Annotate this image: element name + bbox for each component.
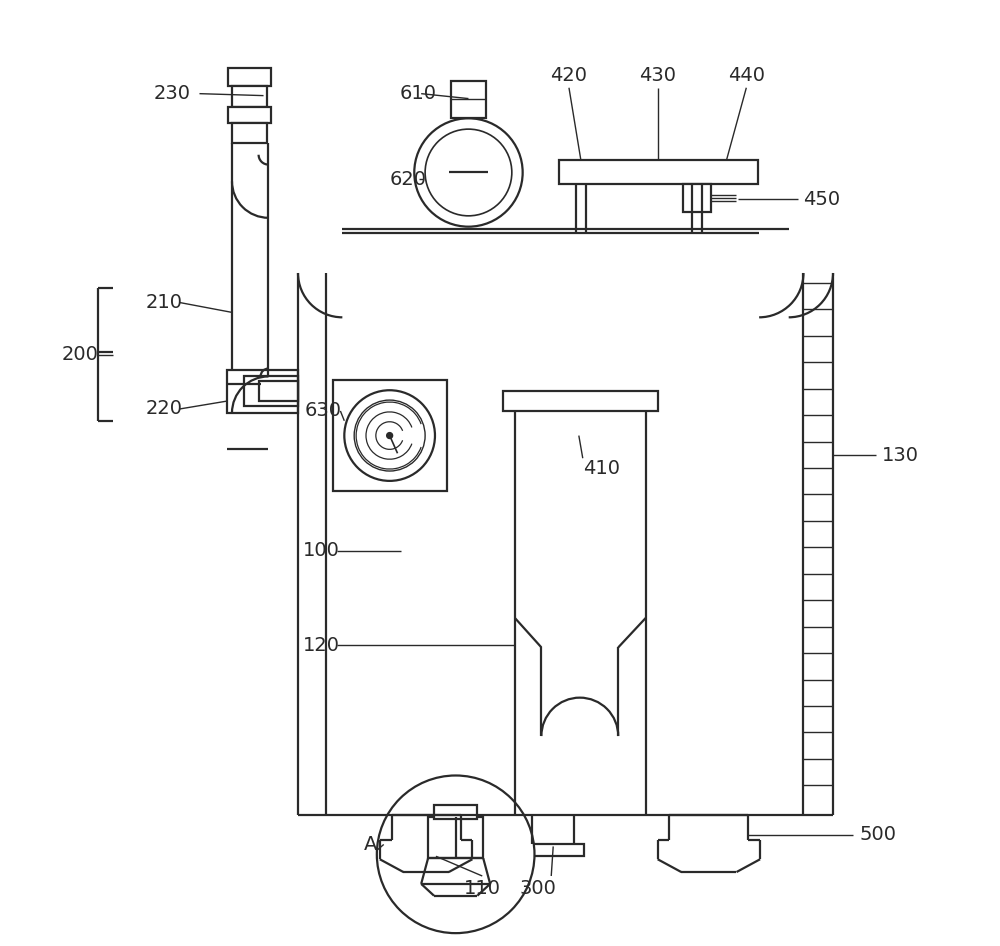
Circle shape (344, 391, 435, 481)
Text: 630: 630 (305, 401, 342, 420)
Circle shape (354, 400, 425, 471)
Bar (244, 377, 298, 406)
Circle shape (377, 776, 534, 933)
Text: 220: 220 (145, 399, 182, 418)
Text: 120: 120 (303, 636, 340, 655)
Text: 130: 130 (882, 446, 919, 464)
Text: 620: 620 (390, 170, 427, 189)
Bar (503, 392, 658, 411)
Bar (333, 380, 447, 491)
Bar (451, 80, 486, 118)
Text: 230: 230 (153, 84, 190, 103)
Text: 110: 110 (464, 879, 501, 899)
Bar (683, 184, 711, 212)
Circle shape (425, 129, 512, 216)
Circle shape (387, 432, 393, 439)
Bar (232, 86, 267, 108)
Text: 100: 100 (303, 541, 340, 560)
Text: 300: 300 (519, 879, 556, 899)
Bar (428, 817, 483, 858)
Bar (227, 370, 298, 412)
Text: A: A (364, 835, 377, 854)
Text: 200: 200 (62, 345, 98, 364)
Text: 420: 420 (550, 66, 587, 85)
Text: 610: 610 (399, 84, 436, 103)
Bar (232, 123, 267, 143)
Text: 440: 440 (728, 66, 765, 85)
Text: 210: 210 (145, 293, 182, 312)
Bar (559, 160, 758, 184)
Text: 430: 430 (639, 66, 676, 85)
Text: 500: 500 (860, 825, 897, 844)
Text: 410: 410 (583, 459, 620, 478)
Circle shape (414, 118, 523, 227)
Bar (259, 381, 298, 401)
Bar (228, 68, 271, 86)
Text: 450: 450 (803, 189, 841, 208)
Bar (522, 845, 584, 856)
Bar (228, 108, 271, 123)
Bar (434, 805, 477, 819)
